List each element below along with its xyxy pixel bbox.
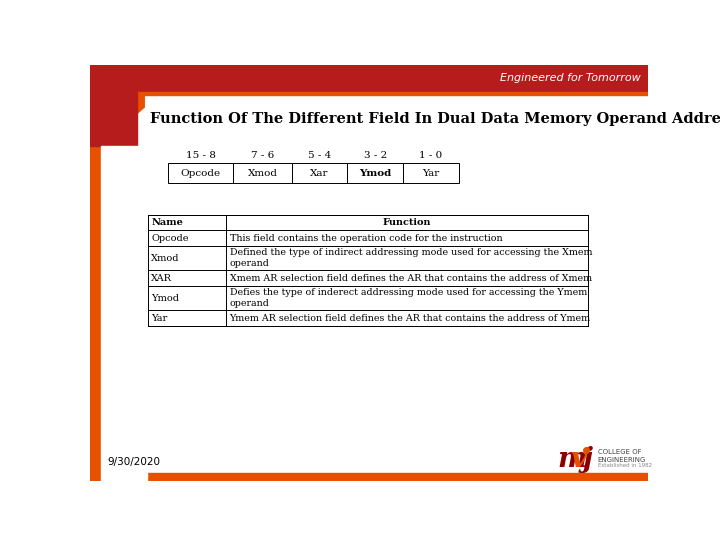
Text: Established in 1982: Established in 1982: [598, 463, 652, 468]
Text: Yar: Yar: [423, 169, 440, 178]
Text: Function: Function: [383, 218, 431, 227]
Text: Xar: Xar: [310, 169, 328, 178]
Text: 3 - 2: 3 - 2: [364, 151, 387, 160]
Bar: [347, 164, 403, 184]
Text: Xmod: Xmod: [151, 254, 180, 262]
Text: Xmod: Xmod: [248, 169, 277, 178]
Bar: [90, 473, 648, 481]
Text: 9/30/2020: 9/30/2020: [107, 457, 160, 467]
Text: Function Of The Different Field In Dual Data Memory Operand Addressing: Function Of The Different Field In Dual …: [150, 112, 720, 126]
Bar: [90, 92, 137, 146]
Text: Opcode: Opcode: [181, 169, 220, 178]
Bar: [168, 164, 233, 184]
Polygon shape: [90, 92, 144, 150]
Text: 15 - 8: 15 - 8: [186, 151, 215, 160]
Bar: [292, 164, 347, 184]
Text: XAR: XAR: [151, 274, 172, 282]
Polygon shape: [90, 92, 137, 146]
Bar: [148, 215, 588, 326]
Text: 1 - 0: 1 - 0: [419, 151, 443, 160]
Text: 5 - 4: 5 - 4: [307, 151, 331, 160]
Text: Opcode: Opcode: [151, 233, 189, 242]
Text: j: j: [582, 446, 592, 473]
Bar: [90, 92, 648, 95]
Text: Yar: Yar: [151, 314, 168, 322]
Text: COLLEGE OF
ENGINEERING: COLLEGE OF ENGINEERING: [598, 449, 646, 463]
Text: Name: Name: [151, 218, 183, 227]
Text: 7 - 6: 7 - 6: [251, 151, 274, 160]
Text: v: v: [570, 446, 587, 473]
Text: Ymod: Ymod: [151, 294, 179, 302]
Bar: [101, 146, 148, 481]
Text: Xmem AR selection field defines the AR that contains the address of Xmem: Xmem AR selection field defines the AR t…: [230, 274, 592, 282]
Text: This field contains the operation code for the instruction: This field contains the operation code f…: [230, 233, 502, 242]
Bar: [403, 164, 459, 184]
Text: Defined the type of indirect addressing mode used for accessing the Xmem
operand: Defined the type of indirect addressing …: [230, 248, 592, 268]
Bar: [90, 65, 648, 92]
Bar: [90, 92, 101, 481]
Text: Ymod: Ymod: [359, 169, 392, 178]
Text: m: m: [557, 446, 587, 473]
Bar: [233, 164, 292, 184]
Text: Defies the type of inderect addressing mode used for accessing the Ymem
operand: Defies the type of inderect addressing m…: [230, 288, 587, 308]
Text: Ymem AR selection field defines the AR that contains the address of Ymem: Ymem AR selection field defines the AR t…: [230, 314, 590, 322]
Text: Engineered for Tomorrow: Engineered for Tomorrow: [500, 73, 640, 83]
